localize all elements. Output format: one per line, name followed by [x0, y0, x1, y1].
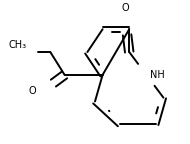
Text: O: O — [122, 3, 129, 13]
Text: CH₃: CH₃ — [9, 40, 27, 50]
Text: NH: NH — [150, 70, 165, 80]
Text: O: O — [28, 86, 36, 96]
